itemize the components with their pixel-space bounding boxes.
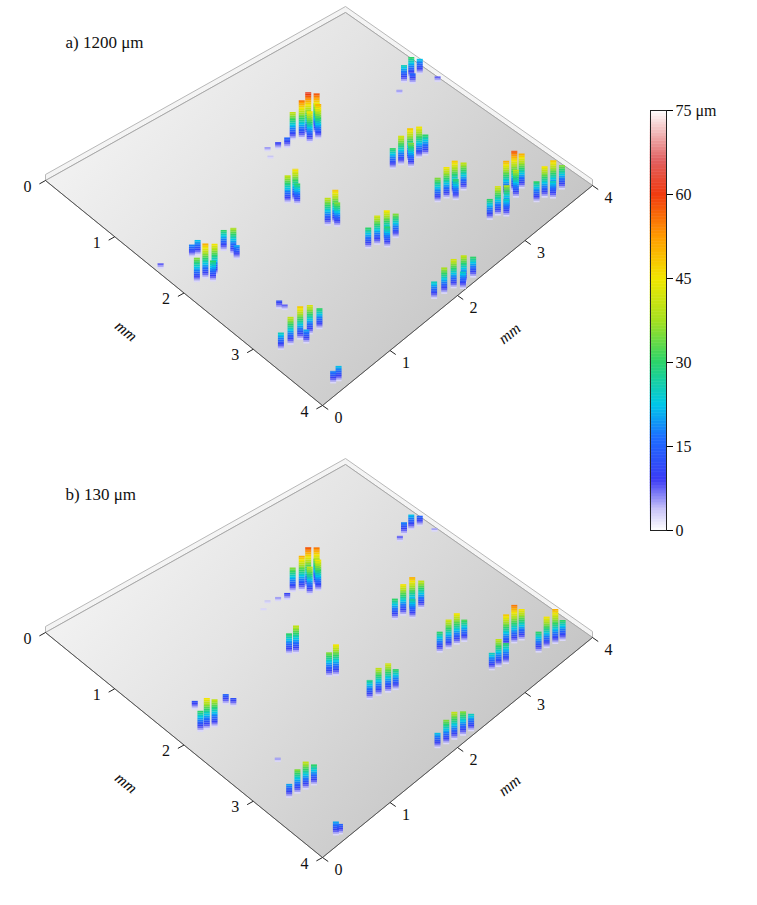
svg-text:mm: mm: [495, 771, 524, 799]
svg-text:mm: mm: [112, 317, 141, 345]
svg-text:3: 3: [537, 696, 545, 713]
svg-text:2: 2: [162, 290, 170, 307]
svg-text:0: 0: [335, 861, 343, 878]
svg-text:15: 15: [676, 438, 692, 455]
svg-text:2: 2: [470, 751, 478, 768]
svg-text:3: 3: [231, 346, 239, 363]
svg-text:60: 60: [676, 186, 692, 203]
svg-text:2: 2: [470, 299, 478, 316]
svg-text:b) 130 μm: b) 130 μm: [66, 485, 137, 504]
svg-text:0: 0: [24, 178, 32, 195]
svg-text:1: 1: [93, 686, 101, 703]
svg-text:0: 0: [676, 522, 684, 539]
svg-text:0: 0: [24, 630, 32, 647]
svg-text:3: 3: [231, 798, 239, 815]
svg-text:mm: mm: [495, 319, 524, 347]
svg-text:1: 1: [402, 806, 410, 823]
svg-text:1: 1: [93, 234, 101, 251]
svg-text:45: 45: [676, 270, 692, 287]
svg-text:mm: mm: [112, 769, 141, 797]
svg-text:0: 0: [335, 409, 343, 426]
svg-text:3: 3: [537, 244, 545, 261]
svg-text:4: 4: [301, 403, 309, 420]
svg-text:4: 4: [301, 855, 309, 872]
svg-text:2: 2: [162, 742, 170, 759]
svg-text:30: 30: [676, 354, 692, 371]
svg-text:75 μm: 75 μm: [676, 102, 718, 120]
svg-text:a) 1200 μm: a) 1200 μm: [66, 33, 144, 52]
svg-text:4: 4: [605, 641, 613, 658]
svg-text:1: 1: [402, 354, 410, 371]
svg-text:4: 4: [605, 189, 613, 206]
